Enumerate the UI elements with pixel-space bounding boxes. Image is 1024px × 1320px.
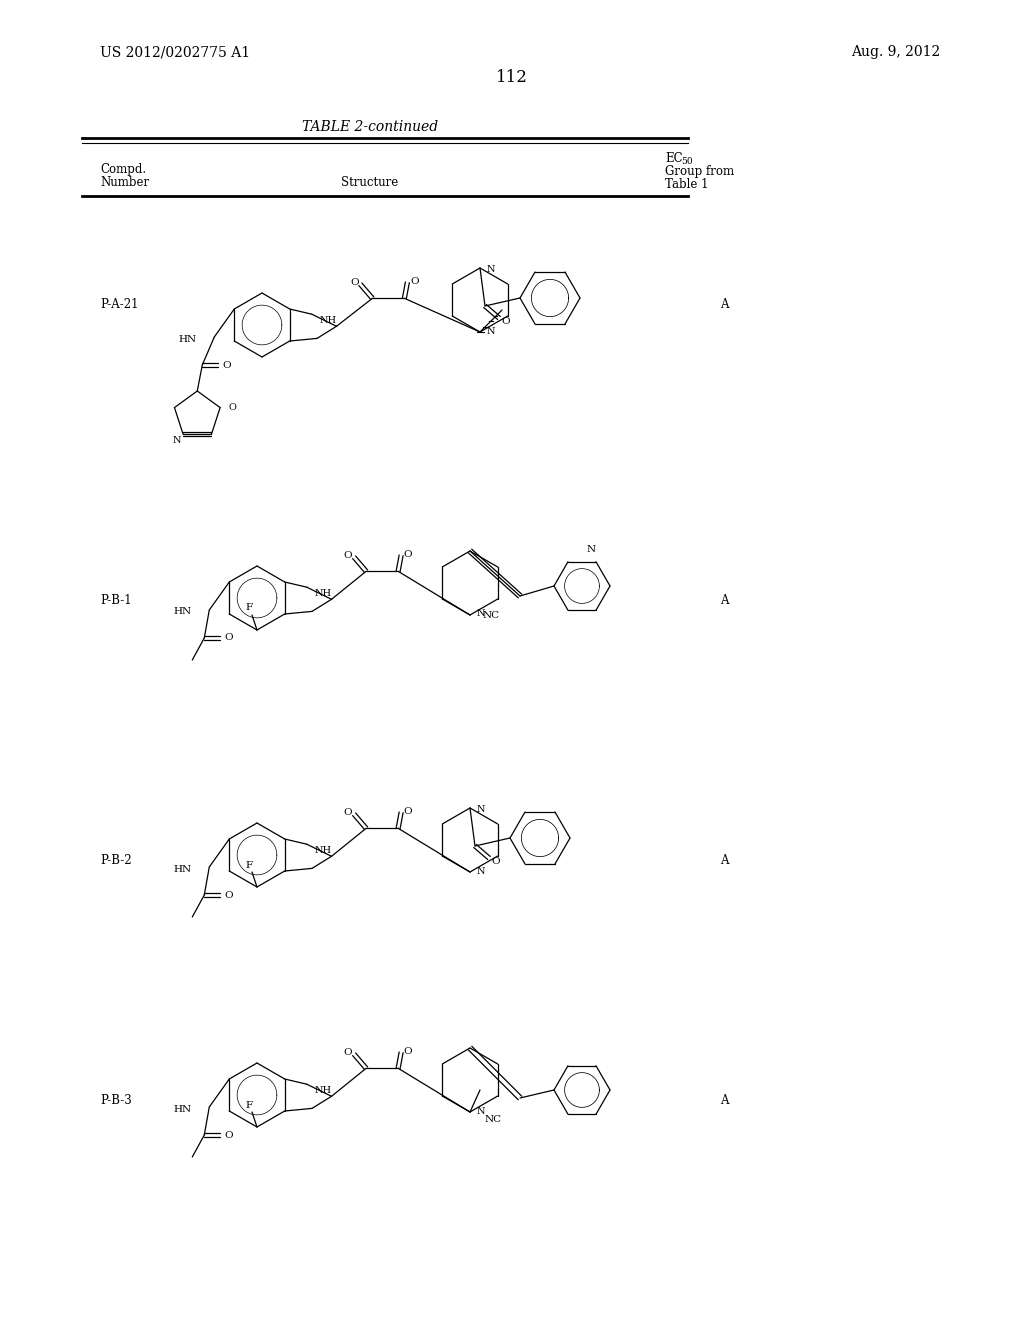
Text: F: F xyxy=(246,861,253,870)
Text: N: N xyxy=(477,804,485,813)
Text: Number: Number xyxy=(100,177,150,190)
Text: O: O xyxy=(350,277,358,286)
Text: Group from: Group from xyxy=(665,165,734,178)
Text: P-B-2: P-B-2 xyxy=(100,854,132,866)
Text: HN: HN xyxy=(178,334,197,343)
Text: NH: NH xyxy=(319,315,337,325)
Text: A: A xyxy=(720,1093,728,1106)
Text: N: N xyxy=(477,866,485,875)
Text: A: A xyxy=(720,298,728,312)
Text: O: O xyxy=(502,317,510,326)
Text: O: O xyxy=(403,807,413,816)
Text: Structure: Structure xyxy=(341,177,398,190)
Text: N: N xyxy=(173,436,181,445)
Text: Compd.: Compd. xyxy=(100,164,146,177)
Text: HN: HN xyxy=(173,607,191,616)
Text: O: O xyxy=(224,1130,232,1139)
Text: O: O xyxy=(344,808,352,817)
Text: 50: 50 xyxy=(681,157,692,166)
Text: NH: NH xyxy=(314,1085,332,1094)
Text: 112: 112 xyxy=(496,70,528,87)
Text: HN: HN xyxy=(173,1105,191,1114)
Text: P-B-3: P-B-3 xyxy=(100,1093,132,1106)
Text: Table 1: Table 1 xyxy=(665,178,709,191)
Text: O: O xyxy=(403,1047,413,1056)
Text: P-B-1: P-B-1 xyxy=(100,594,132,606)
Text: O: O xyxy=(403,550,413,558)
Text: O: O xyxy=(410,277,419,286)
Text: N: N xyxy=(477,610,485,619)
Text: TABLE 2-continued: TABLE 2-continued xyxy=(302,120,438,135)
Text: N: N xyxy=(477,1106,485,1115)
Text: NH: NH xyxy=(314,589,332,598)
Text: N: N xyxy=(487,326,496,335)
Text: O: O xyxy=(228,403,236,412)
Text: O: O xyxy=(222,360,230,370)
Text: F: F xyxy=(246,603,253,612)
Text: NH: NH xyxy=(314,846,332,855)
Text: O: O xyxy=(344,1048,352,1057)
Text: NC: NC xyxy=(485,1115,502,1125)
Text: N: N xyxy=(587,545,596,554)
Text: NC: NC xyxy=(483,611,500,620)
Text: O: O xyxy=(344,550,352,560)
Text: HN: HN xyxy=(173,865,191,874)
Text: O: O xyxy=(224,634,232,643)
Text: N: N xyxy=(487,264,496,273)
Text: O: O xyxy=(492,857,501,866)
Text: A: A xyxy=(720,854,728,866)
Text: F: F xyxy=(246,1101,253,1110)
Text: US 2012/0202775 A1: US 2012/0202775 A1 xyxy=(100,45,250,59)
Text: P-A-21: P-A-21 xyxy=(100,298,138,312)
Text: O: O xyxy=(224,891,232,899)
Text: A: A xyxy=(720,594,728,606)
Text: Aug. 9, 2012: Aug. 9, 2012 xyxy=(851,45,940,59)
Text: EC: EC xyxy=(665,153,683,165)
